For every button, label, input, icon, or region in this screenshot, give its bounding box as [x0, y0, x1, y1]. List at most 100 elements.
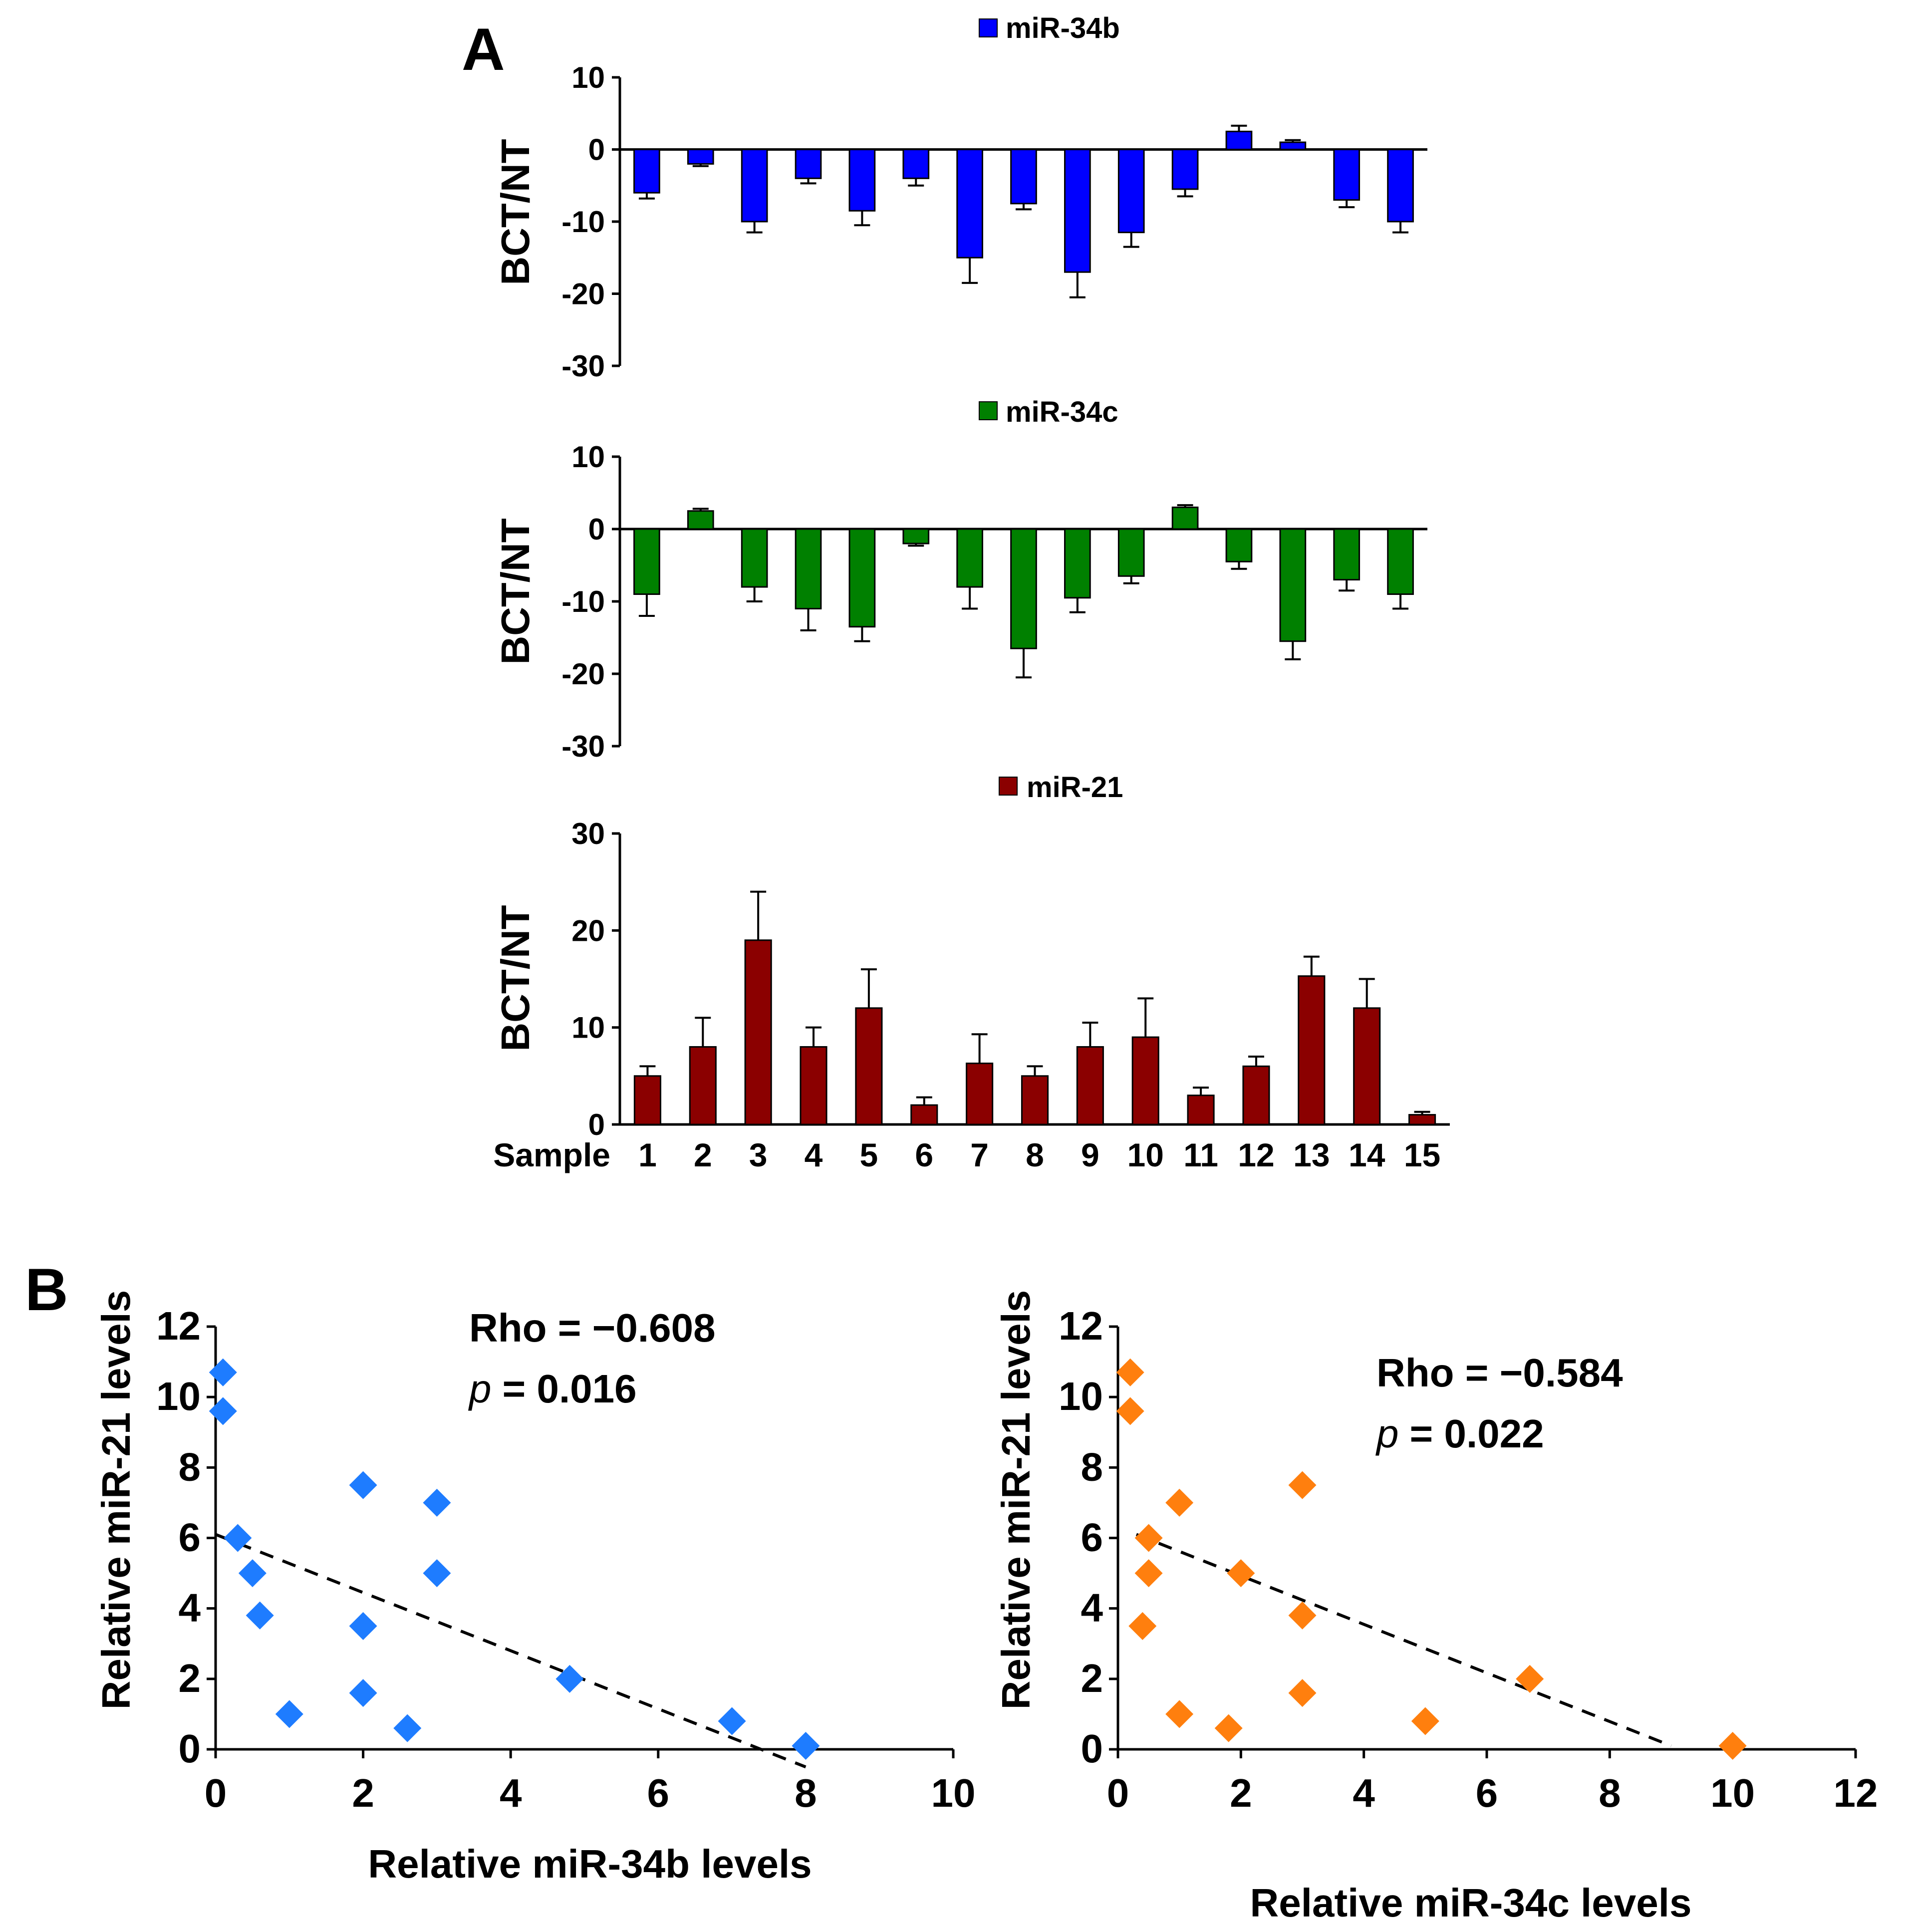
data-point-12	[1288, 1679, 1317, 1707]
bar-4	[800, 1046, 827, 1125]
y-tick-label-3: 0	[588, 1108, 605, 1141]
bar-2	[689, 1046, 717, 1125]
bar-chart-mir34b: miR-34b BCT/NT 10 0 -10 -20 -30	[493, 12, 1427, 383]
x-tick-label-3: 6	[647, 1771, 670, 1815]
x-axis-label-sample: Sample	[493, 1136, 610, 1173]
data-point-2	[209, 1397, 237, 1425]
p-value-mir34c: = 0.022	[1410, 1411, 1544, 1456]
bar-10	[1117, 149, 1145, 234]
x-tick-label-4: 8	[1599, 1771, 1621, 1815]
y-tick-label-1: 2	[1081, 1656, 1103, 1700]
x-axis-label-scatter-mir34b: Relative miR-34b levels	[368, 1842, 812, 1886]
x-tick-label-2: 4	[1353, 1771, 1375, 1815]
bar-1	[633, 528, 660, 595]
y-tick-label-4: -30	[561, 349, 605, 383]
data-point-15	[1718, 1731, 1747, 1760]
bar-3	[741, 528, 768, 588]
data-point-4	[1134, 1559, 1163, 1588]
bar-4	[795, 149, 822, 179]
y-tick-label-4: 8	[1081, 1444, 1103, 1489]
x-tick-label-1: 2	[1230, 1771, 1252, 1815]
y-tick-label-4: 8	[179, 1444, 201, 1489]
y-tick-label-3: 6	[179, 1515, 201, 1560]
x-tick-label-1: 1	[638, 1136, 657, 1173]
y-tick-label-4: -30	[561, 730, 605, 763]
x-tick-label-15: 15	[1404, 1136, 1440, 1173]
y-axis-label-scatter-mir34c: Relative miR-21 levels	[994, 1290, 1038, 1709]
data-point-1	[1116, 1358, 1144, 1386]
x-tick-label-6: 6	[915, 1136, 933, 1173]
legend-label-mir34b: miR-34b	[1006, 12, 1120, 44]
rho-label-mir34b: Rho = −0.608	[469, 1306, 716, 1350]
bar-1	[633, 149, 660, 194]
y-tick-label-5: 10	[156, 1374, 201, 1418]
data-point-11	[1288, 1601, 1317, 1630]
x-tick-label-12: 12	[1238, 1136, 1274, 1173]
y-tick-label-6: 12	[1059, 1304, 1103, 1348]
bar-7	[956, 528, 983, 588]
data-point-13	[555, 1664, 584, 1693]
y-tick-label-1: 20	[571, 914, 605, 947]
y-tick-label-1: 0	[588, 133, 605, 167]
bar-7	[956, 149, 983, 259]
bar-4	[795, 528, 822, 609]
x-tick-label-6: 12	[1834, 1771, 1878, 1815]
data-point-8	[349, 1612, 377, 1640]
bar-9	[1064, 528, 1091, 599]
data-point-3	[224, 1524, 252, 1552]
y-tick-label-2: -10	[561, 585, 605, 618]
p-value-mir34b: = 0.016	[503, 1367, 637, 1411]
bar-3	[744, 939, 772, 1125]
bar-13	[1279, 141, 1307, 150]
bar-11	[1187, 1095, 1215, 1125]
data-point-7	[1165, 1700, 1194, 1728]
rho-label-mir34c: Rho = −0.584	[1376, 1351, 1623, 1395]
x-tick-label-2: 2	[694, 1136, 712, 1173]
x-tick-label-0: 0	[1107, 1771, 1129, 1815]
y-axis-label-mir34b: BCT/NT	[493, 139, 538, 285]
bar-10	[1117, 528, 1145, 577]
p-value-label-mir34c: p = 0.022	[1375, 1411, 1544, 1456]
bar-3	[741, 149, 768, 223]
bar-12	[1225, 130, 1253, 150]
y-tick-label-0: 0	[179, 1726, 201, 1771]
y-tick-label-3: -20	[561, 277, 605, 311]
bar-6	[902, 528, 930, 545]
x-tick-label-8: 8	[1026, 1136, 1044, 1173]
y-tick-label-2: -10	[561, 205, 605, 239]
bar-14	[1333, 528, 1361, 580]
y-tick-label-0: 10	[571, 61, 605, 94]
bar-15	[1408, 1114, 1436, 1125]
bar-5	[855, 1007, 883, 1125]
bar-10	[1131, 1036, 1159, 1125]
x-tick-label-0: 0	[205, 1771, 227, 1815]
data-point-12	[423, 1559, 451, 1588]
legend-label-mir21: miR-21	[1027, 771, 1123, 804]
legend-swatch-mir34c	[979, 401, 998, 420]
p-symbol-mir34b: p	[468, 1367, 492, 1411]
data-point-11	[423, 1488, 451, 1517]
y-tick-label-2: 4	[1081, 1586, 1103, 1630]
y-tick-label-2: 10	[571, 1011, 605, 1045]
data-point-3	[1134, 1524, 1163, 1552]
y-tick-label-6: 12	[156, 1304, 201, 1348]
y-tick-label-1: 2	[179, 1656, 201, 1700]
x-tick-label-4: 8	[795, 1771, 817, 1815]
data-point-9	[349, 1679, 377, 1707]
p-symbol-mir34c: p	[1375, 1411, 1399, 1456]
x-axis-label-scatter-mir34c: Relative miR-34c levels	[1250, 1881, 1692, 1925]
data-point-10	[1288, 1471, 1317, 1499]
bar-13	[1279, 528, 1307, 642]
x-tick-label-7: 7	[970, 1136, 989, 1173]
bar-6	[902, 149, 930, 179]
data-point-14	[1516, 1664, 1544, 1693]
data-point-4	[238, 1559, 267, 1588]
y-tick-label-3: 6	[1081, 1515, 1103, 1560]
trend-line	[1135, 1533, 1672, 1747]
y-axis-label-mir34c: BCT/NT	[493, 518, 538, 664]
legend-label-mir34c: miR-34c	[1006, 396, 1118, 428]
data-point-1	[209, 1358, 237, 1386]
data-point-7	[349, 1471, 377, 1499]
bar-14	[1353, 1007, 1381, 1125]
